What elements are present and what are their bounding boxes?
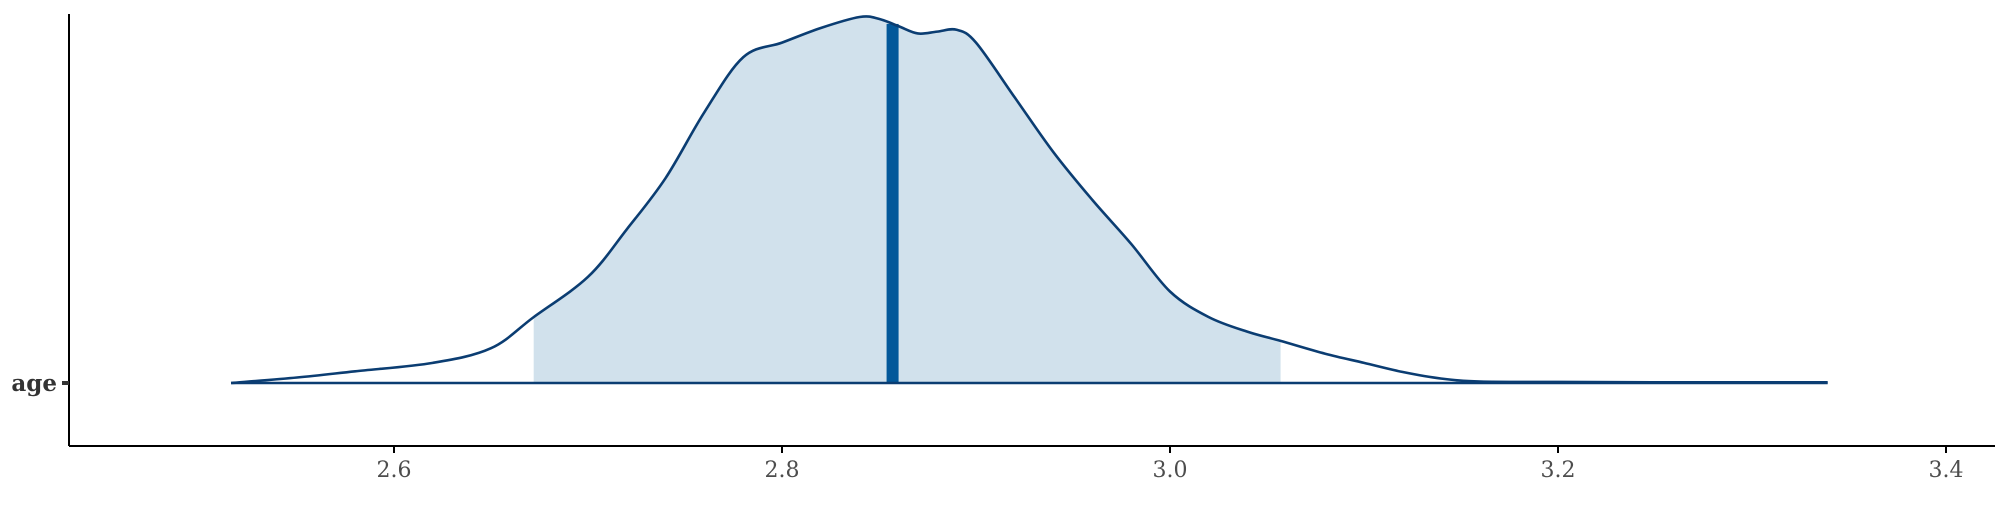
x-tick-label: 3.4 (1929, 458, 1964, 483)
credible-interval-area (533, 16, 1281, 383)
plot-area (230, 15, 1828, 385)
x-tick-label: 2.6 (377, 458, 412, 483)
point-estimate-line (886, 23, 899, 383)
x-tick-label: 3.2 (1541, 458, 1576, 483)
y-category-label: age (11, 370, 57, 397)
x-tick-label: 2.8 (765, 458, 800, 483)
axes: 2.6 2.8 3.0 3.2 3.4 age (11, 14, 1995, 483)
x-tick-label: 3.0 (1153, 458, 1188, 483)
density-outline (230, 15, 1828, 385)
